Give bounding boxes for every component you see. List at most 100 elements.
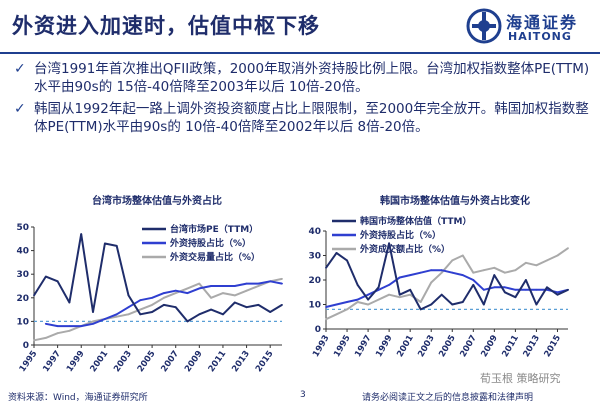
data-point-holding	[210, 285, 213, 287]
data-point-pe	[461, 301, 464, 303]
data-point-trading	[257, 285, 260, 287]
check-icon: ✓	[14, 61, 26, 77]
data-point-holding	[556, 291, 559, 294]
data-point-pe	[567, 288, 569, 291]
data-point-holding	[367, 293, 369, 296]
data-point-trading	[139, 308, 142, 311]
data-point-trading	[567, 247, 569, 250]
data-point-holding	[409, 274, 412, 276]
y-tick-label: 20	[16, 294, 29, 304]
y-tick-label: 10	[308, 301, 321, 311]
data-point-pe	[482, 303, 485, 306]
data-point-trading	[472, 271, 475, 274]
data-point-holding	[525, 288, 527, 291]
y-tick-label: 40	[308, 227, 321, 237]
data-point-pe	[222, 313, 224, 316]
data-point-trading	[115, 315, 118, 318]
legend-label-holding: 外资持股占比（%）	[359, 229, 441, 241]
y-tick-label: 20	[308, 276, 321, 286]
data-point-pe	[419, 308, 422, 311]
series-line-trading	[33, 277, 283, 342]
legend-label-trading: 外资成交额占比（%）	[359, 243, 450, 255]
x-tick-label: 2001	[89, 349, 111, 374]
data-point-pe	[514, 296, 517, 299]
data-point-pe	[451, 303, 454, 306]
data-point-pe	[151, 311, 154, 313]
data-point-holding	[535, 288, 538, 291]
data-point-pe	[269, 311, 272, 313]
y-tick-label: 30	[16, 270, 29, 280]
x-tick-label: 2005	[136, 349, 158, 374]
data-point-trading	[504, 271, 506, 274]
data-point-pe	[325, 266, 327, 269]
x-tick-label: 2015	[543, 333, 564, 359]
x-tick-label: 2013	[522, 333, 543, 359]
data-point-pe	[556, 293, 559, 296]
data-point-holding	[68, 325, 71, 327]
data-point-trading	[44, 337, 47, 339]
logo-text-cn: 海通证券	[506, 13, 579, 32]
data-point-trading	[198, 282, 201, 285]
data-point-holding	[346, 301, 348, 303]
data-point-holding	[461, 274, 464, 276]
page-title: 外资进入加速时，估值中枢下移	[12, 14, 320, 38]
data-point-trading	[461, 254, 464, 257]
y-tick-label: 0	[23, 341, 29, 351]
data-point-pe	[44, 275, 47, 278]
data-point-holding	[80, 325, 83, 327]
data-point-holding	[104, 318, 106, 320]
data-point-pe	[163, 304, 165, 306]
data-point-pe	[535, 303, 538, 306]
data-point-trading	[482, 269, 485, 272]
x-tick-label: 2009	[183, 349, 205, 374]
data-point-holding	[174, 289, 177, 292]
disclaimer: 请务必阅读正文之后的信息披露和法律声明	[362, 393, 534, 403]
source-note: 资料来源：Wind，海通证券研究所	[8, 393, 148, 403]
data-point-trading	[163, 296, 165, 299]
data-point-pe	[174, 306, 177, 309]
data-point-holding	[222, 285, 224, 287]
data-point-holding	[269, 280, 272, 283]
data-point-trading	[186, 287, 189, 290]
data-point-holding	[186, 292, 189, 294]
x-tick-label: 1995	[18, 349, 40, 374]
data-point-pe	[335, 252, 338, 254]
chart-title-taiwan: 台湾市场整体估值与外资占比	[92, 196, 222, 207]
data-point-pe	[440, 293, 443, 296]
data-point-trading	[556, 254, 559, 257]
data-point-pe	[367, 298, 369, 301]
data-point-trading	[377, 298, 380, 301]
data-point-holding	[245, 282, 248, 285]
data-point-trading	[174, 292, 177, 294]
y-tick-label: 50	[16, 223, 29, 233]
bullet-text: 韩国从1992年起一路上调外资投资额度占比上限限制，至2000年完全放开。韩国加…	[34, 101, 589, 135]
x-tick-label: 1993	[311, 333, 332, 359]
x-tick-label: 2007	[458, 333, 479, 359]
data-point-trading	[388, 293, 390, 296]
data-point-holding	[504, 286, 506, 289]
data-point-pe	[257, 304, 260, 306]
x-tick-label: 2009	[479, 333, 500, 359]
data-point-pe	[104, 242, 106, 245]
bullet-item-taiwan: ✓ 台湾1991年首次推出QFII政策，2000年取消外资持股比例上限。台湾加权…	[12, 60, 596, 96]
logo-text-en: HAITONG	[508, 30, 572, 43]
data-point-trading	[222, 292, 224, 294]
data-point-trading	[151, 304, 154, 306]
data-point-holding	[127, 306, 130, 309]
data-point-pe	[430, 303, 433, 306]
data-point-trading	[281, 278, 283, 280]
y-tick-label: 30	[308, 252, 321, 262]
data-point-pe	[139, 313, 142, 316]
data-point-holding	[472, 279, 475, 281]
data-point-pe	[398, 293, 401, 296]
data-point-holding	[388, 284, 390, 286]
data-point-holding	[440, 269, 443, 272]
x-tick-label: 2011	[207, 349, 229, 374]
data-point-trading	[514, 269, 517, 272]
watermark: 荀玉根 策略研究	[480, 372, 561, 385]
data-point-pe	[493, 274, 496, 276]
data-point-trading	[430, 281, 433, 284]
data-point-pe	[472, 284, 475, 286]
data-point-holding	[115, 313, 118, 316]
